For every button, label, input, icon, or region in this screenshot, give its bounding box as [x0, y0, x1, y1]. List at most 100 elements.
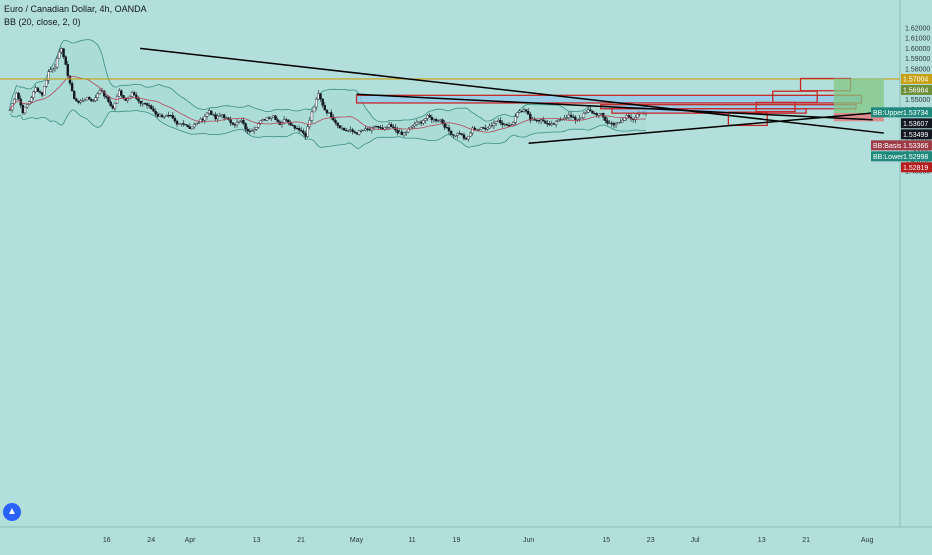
candle-body: [443, 123, 446, 128]
price-tag-value: 1.52819: [903, 165, 928, 172]
candle-body: [23, 106, 27, 114]
position-stop-zone: [833, 112, 884, 122]
candle-body: [548, 123, 551, 125]
candle-body: [282, 119, 286, 124]
price-tag: [901, 107, 932, 118]
candle-body: [237, 121, 241, 123]
candle-body: [338, 125, 341, 129]
candle-body: [426, 115, 429, 119]
indicator-tag-label: BB:Upper: [873, 110, 904, 117]
x-axis-tick-label: Jun: [523, 537, 534, 544]
price-tag-value: 1.53734: [903, 110, 928, 117]
candle-body: [345, 129, 348, 132]
candle-body: [325, 109, 329, 114]
candle-body: [66, 64, 70, 77]
price-tag-value: 1.53607: [903, 121, 928, 128]
candle-body: [507, 125, 511, 127]
candle-body: [308, 120, 311, 128]
candle-body: [274, 115, 277, 120]
candle-body: [509, 124, 513, 126]
candle-body: [527, 111, 530, 115]
candle-body: [233, 124, 237, 126]
candle-body: [304, 133, 307, 137]
candle-body: [559, 119, 562, 121]
candle-body: [51, 68, 55, 71]
candle-body: [499, 120, 502, 124]
candle-body: [141, 103, 144, 105]
candle-body: [552, 123, 556, 125]
candle-body: [312, 106, 316, 113]
price-tag: [901, 73, 932, 84]
candle-body: [430, 117, 434, 121]
candle-body: [417, 121, 421, 123]
candle-body: [441, 119, 444, 124]
candle-body: [377, 125, 380, 128]
candle-body: [160, 114, 164, 118]
candle-body: [351, 129, 354, 132]
candle-body: [120, 90, 123, 96]
candle-body: [229, 119, 232, 123]
indicator-tag: [871, 107, 901, 118]
candle-body: [173, 117, 177, 122]
candle-body: [21, 104, 25, 114]
y-axis-tick-label: 1.61000: [905, 36, 930, 43]
candle-body: [557, 120, 560, 122]
candle-body: [276, 119, 279, 122]
x-axis-tick-label: 11: [408, 537, 415, 544]
candle-body: [497, 120, 500, 122]
candle-body: [17, 92, 20, 100]
candle-body: [396, 129, 399, 134]
candle-body: [73, 90, 76, 100]
candle-body: [364, 128, 367, 131]
indicator-tag-label: BB:Lower: [873, 154, 904, 161]
candle-body: [135, 94, 138, 99]
candle-body: [225, 117, 228, 119]
candle-body: [270, 116, 273, 119]
candle-body: [171, 115, 174, 119]
candle-body: [38, 91, 42, 93]
candle-body: [490, 125, 494, 127]
candle-body: [222, 114, 226, 119]
candle-body: [327, 112, 331, 114]
y-axis-tick-label: 1.58000: [905, 66, 930, 73]
candle-body: [79, 100, 82, 103]
candle-body: [462, 134, 466, 139]
candle-body: [413, 123, 416, 127]
candle-body: [25, 104, 29, 108]
candle-body: [167, 115, 170, 117]
candle-body: [201, 118, 204, 121]
candle-body: [368, 129, 371, 131]
target-box: [727, 111, 768, 127]
candle-body: [601, 113, 605, 118]
candle-body: [484, 127, 487, 130]
candle-body: [565, 117, 568, 119]
candle-body: [295, 128, 299, 130]
candle-body: [111, 105, 114, 109]
candle-body: [580, 117, 583, 119]
x-axis-tick-label: Apr: [185, 537, 197, 544]
candle-body: [180, 123, 183, 125]
candle-body: [252, 129, 256, 131]
candle-body: [340, 127, 344, 129]
candle-body: [90, 99, 93, 102]
indicator-legend[interactable]: BB (20, close, 2, 0): [4, 17, 81, 27]
target-box: [755, 101, 796, 113]
candle-body: [424, 118, 427, 121]
tradingview-logo-icon[interactable]: ▲: [3, 503, 21, 521]
candle-body: [58, 51, 61, 59]
candle-body: [400, 131, 404, 136]
candle-body: [287, 119, 290, 123]
candle-body: [492, 123, 496, 126]
candle-body: [479, 127, 483, 130]
candle-body: [347, 130, 350, 132]
candle-body: [330, 112, 333, 118]
candle-body: [336, 122, 339, 126]
candle-body: [186, 124, 189, 127]
x-axis-tick-label: 13: [758, 537, 766, 544]
candle-body: [192, 124, 196, 128]
indicator-tag: [871, 151, 901, 162]
candle-body: [469, 132, 472, 137]
x-axis-tick-label: 23: [647, 537, 655, 544]
